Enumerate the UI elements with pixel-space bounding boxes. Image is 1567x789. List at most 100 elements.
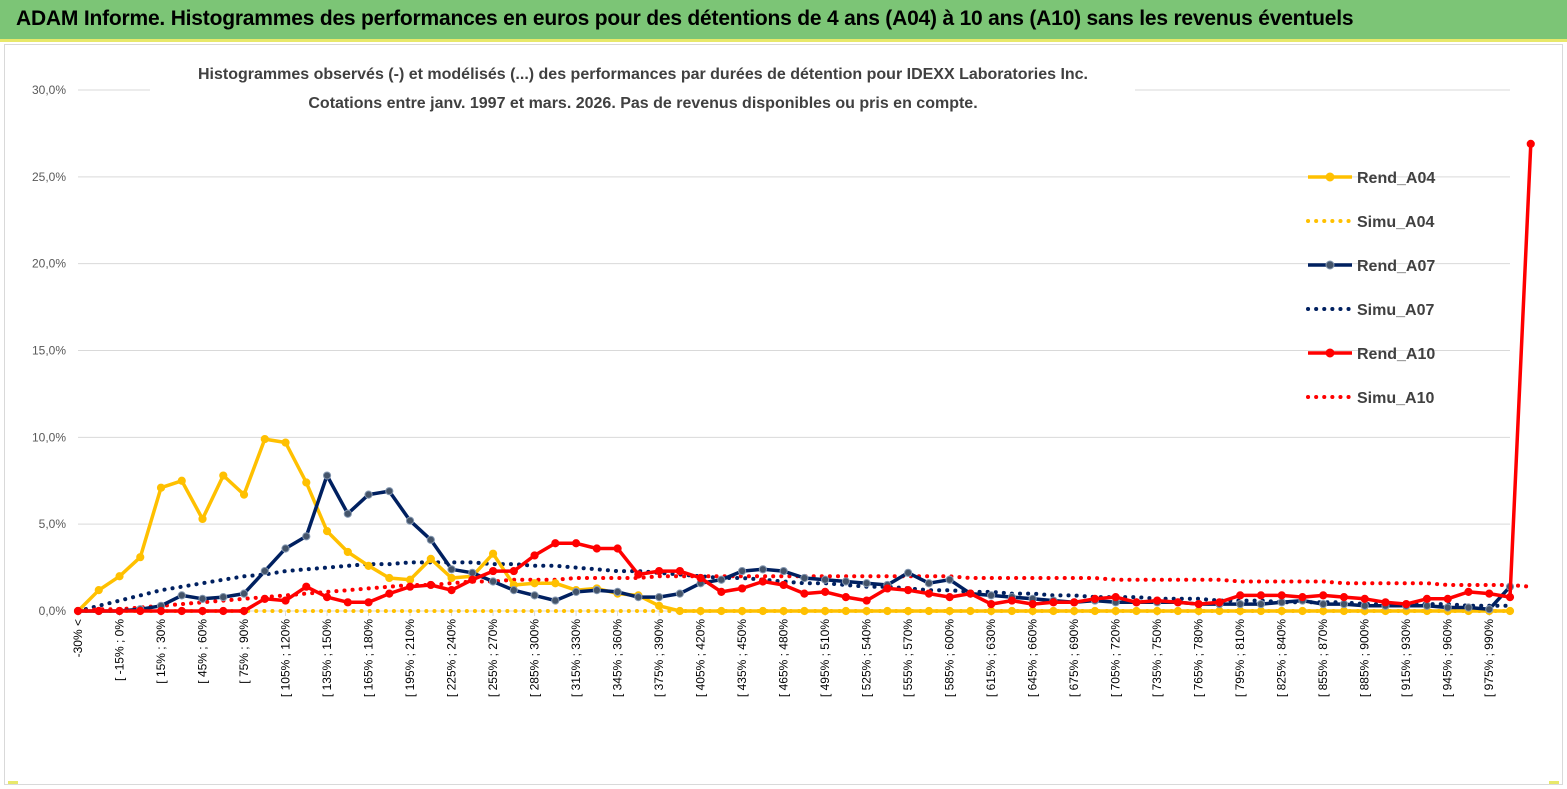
data-point (530, 591, 539, 600)
data-point (1277, 598, 1286, 607)
x-tick-label: -30% < (71, 619, 85, 657)
data-point (1215, 606, 1224, 616)
legend-item: Rend_A04 (1308, 170, 1435, 187)
x-tick-label: [ 405% ; 420% (694, 619, 708, 697)
data-point (758, 565, 767, 574)
report-banner: ADAM Informe. Histogrammes des performan… (0, 0, 1567, 42)
x-tick-label: [ 135% ; 150% (320, 619, 334, 697)
data-point (343, 547, 352, 557)
data-point (468, 575, 477, 584)
data-point (509, 566, 518, 576)
x-tick-label: [ 225% ; 240% (445, 619, 459, 697)
data-point (1132, 598, 1141, 607)
x-tick-label: [ 765% ; 780% (1192, 619, 1206, 697)
x-tick-label: [ 585% ; 600% (943, 619, 957, 697)
data-point (634, 593, 643, 602)
data-point (966, 589, 975, 598)
data-point (883, 584, 892, 593)
legend-marker (1325, 260, 1335, 270)
x-tick-label: [ 525% ; 540% (860, 619, 874, 697)
data-point (1277, 606, 1286, 616)
x-tick-label: [ 465% ; 480% (777, 619, 791, 697)
data-point (239, 490, 249, 499)
data-point (551, 579, 560, 588)
data-point (405, 582, 415, 591)
data-point (302, 478, 311, 487)
data-point (1049, 606, 1058, 616)
data-point (136, 553, 145, 562)
data-point (198, 514, 207, 524)
data-point (1256, 606, 1266, 616)
data-point (551, 539, 560, 548)
data-point (260, 594, 269, 603)
data-point (821, 606, 830, 616)
data-point (1485, 605, 1494, 614)
data-point (987, 606, 996, 616)
x-tick-label: [ 945% ; 960% (1441, 619, 1455, 697)
data-point (862, 596, 871, 605)
data-point (1236, 606, 1245, 616)
x-tick-label: [ 675% ; 690% (1067, 619, 1081, 697)
data-point (945, 606, 954, 616)
data-point (156, 483, 166, 492)
data-point (1402, 599, 1411, 609)
data-point (655, 601, 664, 610)
data-point (1007, 606, 1017, 616)
data-point (571, 539, 581, 548)
legend-label: Simu_A07 (1357, 302, 1434, 319)
data-point (904, 568, 913, 577)
data-point (924, 589, 933, 598)
x-tick-label: [ 435% ; 450% (735, 619, 749, 697)
data-point (302, 582, 311, 591)
x-axis-ticks: -30% < [ -15% ; 0% [ 15% ; 30% [ 45% ; 60% [… (71, 611, 1496, 697)
data-point (738, 566, 747, 576)
data-point (924, 606, 933, 616)
series-line (76, 560, 1512, 613)
data-point (1111, 593, 1120, 602)
data-point (1339, 593, 1349, 602)
data-point (322, 471, 332, 480)
data-point (322, 527, 332, 536)
data-point (696, 606, 705, 616)
x-tick-label: [ 885% ; 900% (1358, 619, 1372, 697)
x-tick-label: [ 915% ; 930% (1399, 619, 1413, 697)
data-point (1319, 599, 1328, 609)
data-point (115, 606, 124, 616)
y-tick-label: 20,0% (32, 257, 66, 271)
chart-title: Histogrammes observés (-) et modélisés (… (198, 66, 1088, 83)
series-line (78, 473, 1512, 613)
legend-item: Simu_A04 (1306, 214, 1434, 231)
data-point (136, 606, 145, 616)
x-tick-label: [ 645% ; 660% (1026, 619, 1040, 697)
data-point (883, 606, 892, 616)
data-point (1381, 598, 1390, 607)
data-point (488, 549, 498, 558)
data-point (1111, 606, 1120, 616)
x-tick-label: [ 615% ; 630% (984, 619, 998, 697)
data-point (530, 551, 539, 560)
data-point (1298, 593, 1307, 602)
y-tick-label: 10,0% (32, 430, 66, 444)
data-point (1132, 606, 1141, 616)
data-point (281, 596, 290, 605)
chart-subtitle: Cotations entre janv. 1997 et mars. 2026… (308, 95, 977, 112)
data-point (758, 577, 767, 586)
data-point (405, 516, 415, 525)
data-point (94, 586, 103, 595)
legend-marker (1325, 172, 1335, 182)
data-point (1194, 599, 1203, 609)
data-point (592, 544, 601, 553)
data-point (405, 575, 415, 584)
data-point (177, 476, 186, 485)
data-point (779, 606, 788, 616)
data-point (945, 575, 954, 584)
data-point (613, 587, 622, 596)
data-point (717, 575, 726, 584)
x-tick-label: [ 15% ; 30% (154, 619, 168, 684)
data-point (1422, 601, 1432, 610)
x-tick-label: [ 75% ; 90% (237, 619, 251, 684)
y-tick-label: 30,0% (32, 83, 66, 97)
data-point (1360, 601, 1369, 610)
series-rend-a10 (73, 139, 1535, 616)
legend-item: Rend_A07 (1308, 258, 1435, 275)
